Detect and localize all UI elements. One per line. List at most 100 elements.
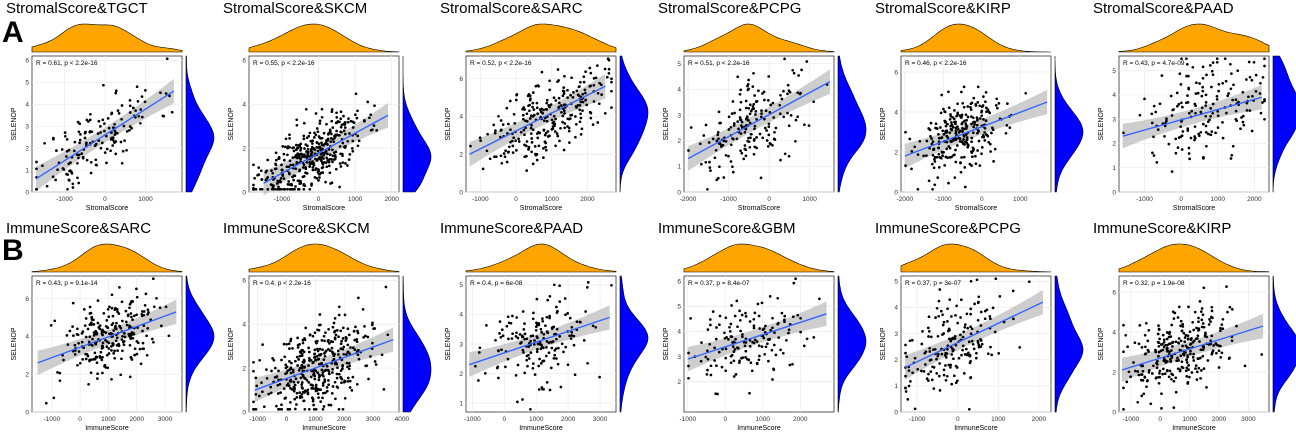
data-point bbox=[132, 314, 136, 318]
data-point bbox=[311, 334, 315, 338]
data-point bbox=[115, 336, 119, 340]
data-point bbox=[96, 132, 100, 135]
data-point bbox=[771, 143, 774, 147]
data-point bbox=[1185, 62, 1189, 66]
data-point bbox=[87, 382, 90, 386]
data-point bbox=[943, 121, 947, 124]
data-point bbox=[135, 85, 139, 89]
data-point bbox=[545, 340, 549, 343]
data-point bbox=[535, 152, 539, 156]
data-point bbox=[556, 362, 560, 366]
data-point bbox=[525, 358, 529, 362]
data-point bbox=[1197, 134, 1201, 138]
data-point bbox=[962, 85, 966, 89]
data-point bbox=[1158, 337, 1161, 341]
data-point bbox=[310, 161, 314, 165]
data-point bbox=[729, 335, 733, 338]
scatter-panel: ImmuneScore&SARC -1000 0 1000 2000 3000 0 2 4 6 R … bbox=[2, 220, 218, 439]
y-axis-label: SELENOP bbox=[228, 107, 235, 140]
regression-line bbox=[1121, 325, 1264, 371]
data-point bbox=[324, 391, 327, 395]
data-point bbox=[94, 158, 98, 162]
data-point bbox=[986, 134, 990, 138]
data-point bbox=[327, 369, 331, 373]
data-point bbox=[44, 401, 48, 405]
data-point bbox=[320, 143, 324, 147]
data-point bbox=[530, 150, 533, 154]
x-tick-label: 3000 bbox=[1241, 416, 1256, 423]
data-point bbox=[135, 352, 139, 356]
data-point bbox=[1186, 337, 1190, 341]
data-point bbox=[296, 146, 300, 150]
data-point bbox=[762, 90, 766, 94]
data-point bbox=[93, 351, 97, 355]
data-point bbox=[771, 378, 774, 381]
data-point bbox=[1181, 130, 1185, 133]
data-point bbox=[347, 367, 351, 371]
data-point bbox=[1160, 392, 1163, 396]
data-point bbox=[373, 104, 376, 108]
data-point bbox=[300, 383, 304, 386]
data-point bbox=[962, 138, 965, 141]
data-point bbox=[318, 122, 322, 125]
data-point bbox=[515, 316, 519, 319]
data-point bbox=[328, 130, 332, 133]
data-point bbox=[531, 91, 535, 94]
data-point bbox=[552, 325, 556, 329]
data-point bbox=[132, 332, 136, 336]
data-point bbox=[926, 326, 930, 330]
data-point bbox=[970, 327, 974, 331]
data-point bbox=[972, 147, 975, 151]
data-point bbox=[1197, 327, 1201, 330]
data-point bbox=[972, 125, 975, 129]
data-point bbox=[521, 113, 525, 117]
data-point bbox=[130, 331, 134, 334]
data-point bbox=[974, 162, 978, 166]
data-point bbox=[1138, 324, 1142, 327]
data-point bbox=[1199, 110, 1203, 114]
data-point bbox=[369, 355, 372, 358]
data-point bbox=[969, 332, 973, 336]
data-point bbox=[85, 118, 89, 122]
data-point bbox=[1158, 369, 1162, 373]
data-point bbox=[566, 88, 569, 92]
data-point bbox=[958, 139, 962, 143]
data-point bbox=[952, 139, 956, 142]
data-point bbox=[302, 183, 306, 187]
data-point bbox=[561, 89, 565, 93]
data-point bbox=[961, 142, 965, 146]
data-point bbox=[344, 162, 347, 165]
data-point bbox=[93, 357, 97, 361]
data-point bbox=[739, 132, 743, 135]
data-point bbox=[384, 285, 388, 289]
data-point bbox=[499, 129, 503, 132]
data-point bbox=[962, 105, 966, 109]
data-point bbox=[111, 314, 115, 318]
data-point bbox=[1157, 327, 1161, 331]
data-point bbox=[706, 187, 709, 191]
correlation-annotation: R = 0.32, p = 1.9e-08 bbox=[1123, 280, 1185, 287]
data-point bbox=[356, 353, 360, 357]
data-point bbox=[337, 313, 341, 317]
data-point bbox=[309, 139, 313, 143]
data-point bbox=[1211, 102, 1215, 106]
data-point bbox=[121, 340, 125, 344]
data-point bbox=[105, 319, 109, 322]
data-point bbox=[786, 92, 789, 96]
data-point bbox=[295, 153, 299, 157]
data-point bbox=[296, 364, 299, 367]
data-point bbox=[111, 321, 115, 325]
data-point bbox=[80, 340, 84, 344]
data-point bbox=[787, 331, 790, 335]
y-axis-label: SELENOP bbox=[880, 327, 887, 360]
data-point bbox=[1198, 340, 1201, 343]
data-point bbox=[947, 90, 950, 94]
data-point bbox=[100, 358, 104, 362]
data-point bbox=[705, 373, 709, 376]
data-point bbox=[962, 372, 966, 375]
data-point bbox=[713, 359, 716, 362]
data-point bbox=[350, 147, 354, 150]
data-point bbox=[530, 137, 534, 140]
data-point bbox=[552, 357, 556, 360]
data-point bbox=[294, 143, 298, 147]
